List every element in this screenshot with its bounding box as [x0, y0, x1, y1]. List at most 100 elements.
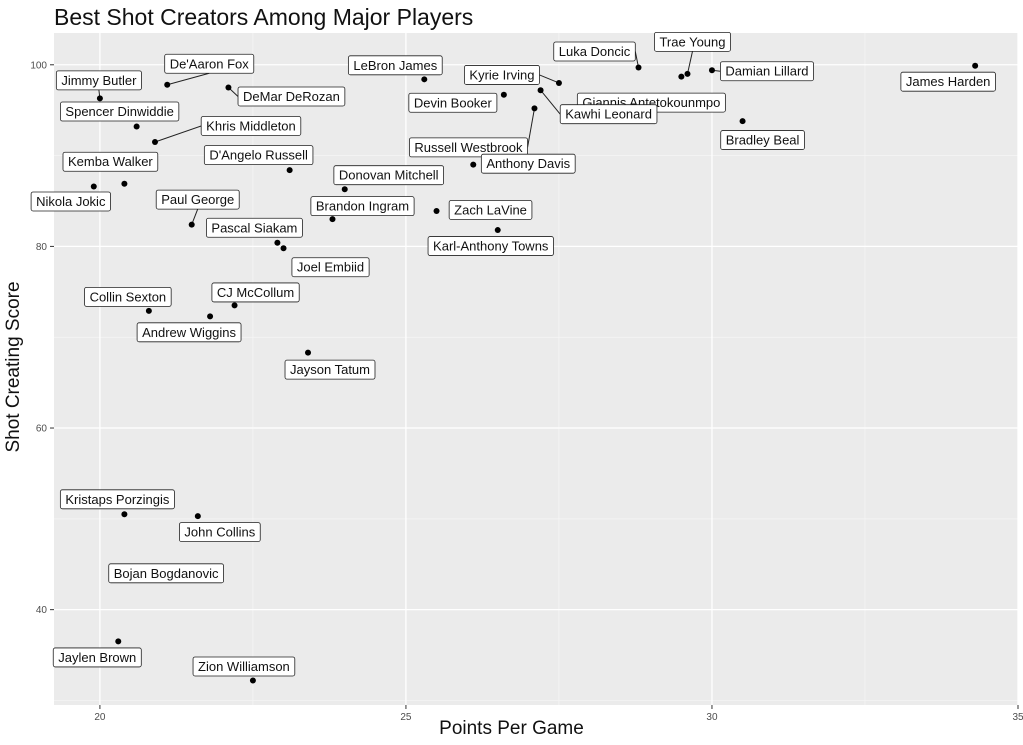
- data-point: [531, 105, 538, 112]
- data-label: Russell Westbrook: [408, 137, 528, 158]
- data-point: [194, 513, 201, 520]
- data-label: John Collins: [179, 522, 261, 543]
- data-label: Zion Williamson: [192, 656, 296, 677]
- data-label-box: [164, 53, 255, 74]
- data-point: [341, 186, 348, 193]
- data-label-text: Joel Embiid: [297, 260, 364, 275]
- data-label-box: [720, 130, 805, 150]
- data-label-box: [179, 522, 261, 543]
- data-label-text: Spencer Dinwiddie: [65, 104, 173, 119]
- data-label: DeMar DeRozan: [237, 86, 346, 107]
- data-label-text: Russell Westbrook: [414, 140, 523, 155]
- data-point: [280, 245, 287, 252]
- data-label: Donovan Mitchell: [333, 165, 444, 186]
- data-point: [635, 64, 642, 71]
- data-point: [708, 67, 715, 74]
- y-tick-label: 40: [36, 605, 48, 616]
- data-label-box: [559, 104, 658, 125]
- data-point: [329, 216, 336, 223]
- data-label-box: [60, 101, 180, 122]
- plot-panel: [54, 33, 1018, 705]
- x-tick-label: 25: [400, 712, 412, 723]
- data-point: [231, 302, 238, 309]
- data-label-box: [62, 151, 159, 172]
- data-label: Bradley Beal: [720, 130, 805, 150]
- data-label-box: [720, 61, 814, 82]
- data-label-text: LeBron James: [353, 58, 437, 73]
- data-point: [739, 118, 746, 125]
- data-label: LeBron James: [347, 55, 443, 76]
- data-label-text: Paul George: [161, 192, 234, 207]
- data-label-text: Kawhi Leonard: [565, 107, 652, 122]
- data-label-text: John Collins: [184, 525, 255, 540]
- y-axis-label: Shot Creating Score: [3, 281, 24, 453]
- data-label-text: Jaylen Brown: [58, 650, 136, 665]
- axis-ticks: 20 25 30 35 40 60 80 100: [30, 60, 1023, 723]
- data-point: [145, 307, 152, 314]
- data-point: [421, 76, 428, 83]
- data-label-text: Damian Lillard: [725, 64, 808, 79]
- data-label-box: [408, 137, 528, 158]
- data-label-box: [310, 196, 415, 217]
- data-label-text: James Harden: [906, 74, 991, 89]
- data-label-box: [55, 70, 142, 91]
- data-label: Kemba Walker: [62, 151, 159, 172]
- data-label: Khris Middleton: [200, 116, 302, 136]
- data-point: [500, 91, 507, 98]
- data-label-text: Devin Booker: [414, 95, 493, 110]
- y-tick-label: 80: [36, 242, 48, 253]
- label-leader-line: [167, 72, 210, 86]
- data-point: [121, 511, 128, 518]
- data-label-text: Nikola Jokic: [36, 194, 106, 209]
- data-label: Bojan Bogdanovic: [108, 563, 224, 584]
- data-label: Joel Embiid: [291, 257, 370, 278]
- data-label-box: [200, 116, 302, 136]
- data-point: [90, 183, 97, 190]
- data-label: Anthony Davis: [480, 153, 576, 174]
- data-label-text: Bojan Bogdanovic: [114, 566, 219, 581]
- data-label-text: Jayson Tatum: [290, 362, 370, 377]
- data-point: [305, 349, 312, 356]
- label-leader-line: [540, 89, 561, 115]
- label-leader-line: [686, 51, 693, 74]
- x-tick-label: 20: [94, 712, 106, 723]
- data-point: [972, 62, 979, 69]
- data-label-box: [291, 257, 370, 278]
- data-label-text: Karl-Anthony Towns: [433, 239, 549, 254]
- data-label-box: [347, 55, 443, 76]
- data-label-text: Zach LaVine: [454, 202, 527, 217]
- data-label-box: [203, 145, 314, 166]
- minor-gridlines: [54, 33, 1018, 705]
- data-label-text: Brandon Ingram: [316, 199, 409, 214]
- data-label-text: Pascal Siakam: [211, 220, 297, 235]
- data-label: James Harden: [900, 71, 996, 92]
- data-point: [555, 79, 562, 86]
- data-label-box: [206, 217, 303, 238]
- data-label-box: [52, 647, 142, 668]
- y-tick-label: 60: [36, 424, 48, 435]
- x-tick-label: 30: [706, 712, 718, 723]
- data-label: Spencer Dinwiddie: [60, 101, 180, 122]
- data-label-text: Zion Williamson: [198, 659, 290, 674]
- data-point: [225, 84, 232, 91]
- chart-title: Best Shot Creators Among Major Players: [54, 4, 474, 30]
- data-label-box: [553, 41, 636, 62]
- data-point: [684, 70, 691, 77]
- data-label: D'Angelo Russell: [203, 145, 314, 166]
- data-label: Kyrie Irving: [464, 65, 540, 85]
- data-label-box: [30, 191, 111, 212]
- data-label-text: DeMar DeRozan: [243, 89, 340, 104]
- data-label: Kawhi Leonard: [559, 104, 658, 125]
- data-label: Damian Lillard: [720, 61, 814, 82]
- data-label: Andrew Wiggins: [136, 322, 242, 343]
- data-point: [115, 638, 122, 645]
- x-axis-label: Points Per Game: [439, 718, 584, 739]
- data-label: Collin Sexton: [84, 286, 172, 307]
- data-label-text: Jimmy Butler: [61, 73, 137, 88]
- data-label-box: [192, 656, 296, 677]
- data-label-box: [284, 359, 376, 380]
- data-label-box: [155, 189, 240, 210]
- data-point: [433, 207, 440, 214]
- data-label-text: Luka Doncic: [559, 44, 631, 59]
